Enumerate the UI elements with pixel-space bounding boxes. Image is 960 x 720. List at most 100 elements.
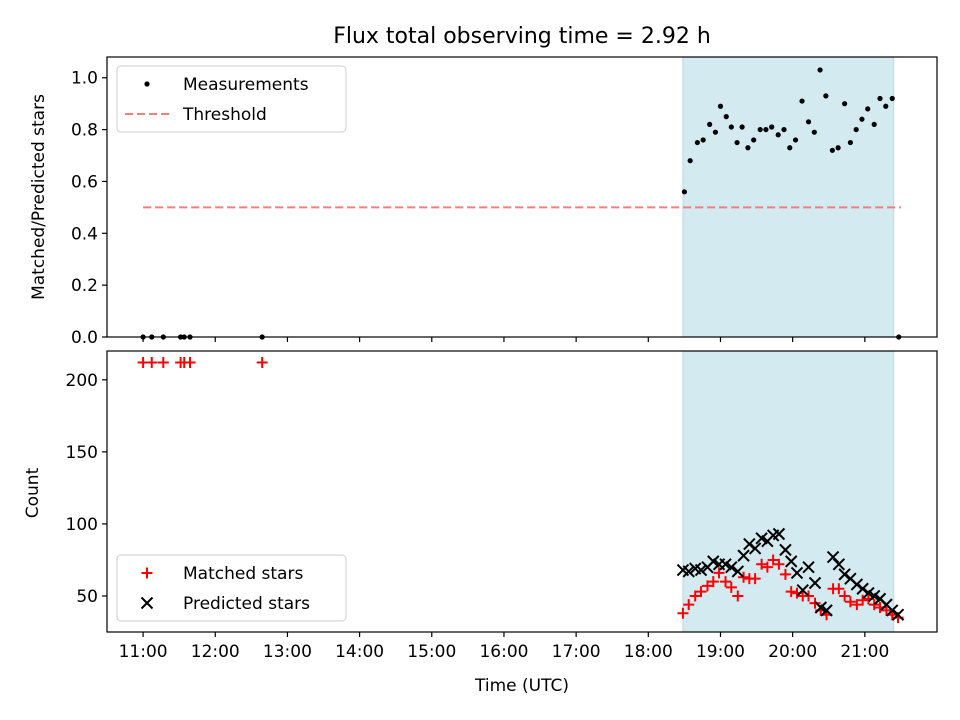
series-predicted-stars-point <box>820 604 833 617</box>
series-matched-stars-point <box>803 590 815 602</box>
series-measurements-point <box>853 126 859 133</box>
x-tick-label: 18:00 <box>624 642 673 662</box>
series-measurements-point <box>865 106 871 112</box>
series-predicted-stars-point <box>886 604 899 617</box>
series-matched-stars-point <box>773 558 785 570</box>
legend-entry-measurements-label: Measurements <box>183 75 309 95</box>
series-matched-stars-point <box>146 357 158 369</box>
axes-frame <box>106 350 938 633</box>
series-measurements-point <box>751 137 757 143</box>
axes-frame <box>106 56 938 338</box>
y-tick-label: 150 <box>66 443 98 463</box>
series-predicted-stars-point <box>808 576 822 590</box>
series-measurements-point <box>739 124 745 130</box>
series-matched-stars-point <box>761 561 773 573</box>
x-tick-label: 14:00 <box>335 642 384 662</box>
y-tick-label: 50 <box>76 587 98 607</box>
legend-entry-predicted-stars-label: Predicted stars <box>183 594 310 614</box>
series-predicted-stars-point <box>826 550 840 564</box>
series-matched-stars-point <box>749 573 761 585</box>
legend: Matched stars Predicted stars <box>116 554 347 622</box>
series-predicted-stars-point <box>725 560 738 574</box>
series-matched-stars-point <box>868 599 880 611</box>
series-measurements-point <box>842 101 848 107</box>
series-measurements-point <box>723 114 729 120</box>
series-matched-stars-point <box>732 590 744 602</box>
series-predicted-stars-point <box>796 584 809 597</box>
series-measurements-point <box>728 124 734 130</box>
series-matched-stars-point <box>880 604 892 616</box>
series-measurements-point <box>847 139 853 146</box>
x-tick-label: 15:00 <box>407 642 456 662</box>
series-measurements-point <box>745 145 751 151</box>
series-measurements-point <box>889 95 895 102</box>
series-matched-stars-point <box>725 581 737 593</box>
series-matched-stars-point <box>707 576 719 588</box>
series-matched-stars-point <box>677 607 689 619</box>
series-matched-stars-point <box>713 567 725 579</box>
series-matched-stars-point <box>701 580 713 592</box>
series-measurements-point <box>811 129 817 135</box>
y-tick-label: 0.8 <box>71 121 98 141</box>
series-predicted-stars-point <box>832 558 846 571</box>
y-tick-label: 0.4 <box>71 224 98 244</box>
series-measurements-point <box>792 137 799 143</box>
series-measurements-point <box>877 95 883 102</box>
series-measurements-point <box>717 103 724 109</box>
series-measurements-point <box>681 189 687 195</box>
series-measurements-point <box>883 103 889 109</box>
series-matched-stars-point <box>779 568 791 580</box>
x-tick-label: 12:00 <box>191 642 240 662</box>
series-measurements-point <box>763 126 769 133</box>
y-tick-label: 0.6 <box>71 172 98 192</box>
y-tick-label: 1.0 <box>71 69 98 89</box>
series-predicted-stars-point <box>682 565 695 578</box>
x-tick-label: 20:00 <box>768 642 817 662</box>
series-predicted-stars-point <box>748 542 762 555</box>
series-matched-stars-point <box>785 586 797 598</box>
series-measurements-point <box>781 126 787 133</box>
series-matched-stars-point <box>184 357 196 369</box>
y-tick-label: 0.0 <box>71 328 98 348</box>
top-axes: 0.0 0.2 0.4 0.6 0.8 1.0 Measurements Threshold <box>71 56 938 348</box>
series-measurements-point <box>859 116 865 122</box>
series-matched-stars-point <box>857 594 869 606</box>
legend-entry-predicted-stars-marker <box>140 596 154 610</box>
series-measurements-point <box>700 137 706 143</box>
series-measurements-point <box>835 145 841 151</box>
x-tick-label: 21:00 <box>840 642 889 662</box>
x-tick-label: 13:00 <box>263 642 312 662</box>
series-matched-stars-point <box>689 590 701 602</box>
y-tick-label: 0.2 <box>71 276 98 296</box>
series-matched-stars-point <box>256 357 268 369</box>
series-measurements-point <box>817 67 823 73</box>
series-matched-stars-point <box>839 590 851 602</box>
series-measurements-point <box>757 126 763 133</box>
series-matched-stars-point <box>851 599 863 611</box>
x-tick-label: 17:00 <box>552 642 601 662</box>
series-predicted-stars-point <box>856 582 869 595</box>
series-predicted-stars-point <box>790 566 804 580</box>
series-predicted-stars-point <box>891 608 905 621</box>
series-measurements-point <box>775 132 781 138</box>
series-measurements-point <box>707 121 713 128</box>
x-tick-label: 16:00 <box>479 642 528 662</box>
series-predicted-stars-point <box>694 563 708 577</box>
series-measurements-point <box>871 121 877 128</box>
series-predicted-stars-point <box>850 578 864 591</box>
series-matched-stars-point <box>756 558 768 570</box>
bottom-axes: 50 100 150 200 11:00 12:00 13:00 14:00 15:00 16:0… <box>66 350 938 662</box>
series-measurements-point <box>823 93 829 99</box>
x-axis-label: Time (UTC) <box>474 676 569 696</box>
series-predicted-stars-point <box>838 568 851 581</box>
series-predicted-stars-point <box>802 560 815 574</box>
y-axis-label-ratio: Matched/Predicted stars <box>29 94 49 300</box>
series-matched-stars-point <box>833 583 845 595</box>
series-predicted-stars-point <box>731 565 745 578</box>
series-measurements-point <box>787 145 793 151</box>
legend-box <box>116 554 347 622</box>
series-measurements-point <box>694 139 700 146</box>
legend-box <box>116 65 347 133</box>
series-matched-stars-point <box>683 599 695 611</box>
